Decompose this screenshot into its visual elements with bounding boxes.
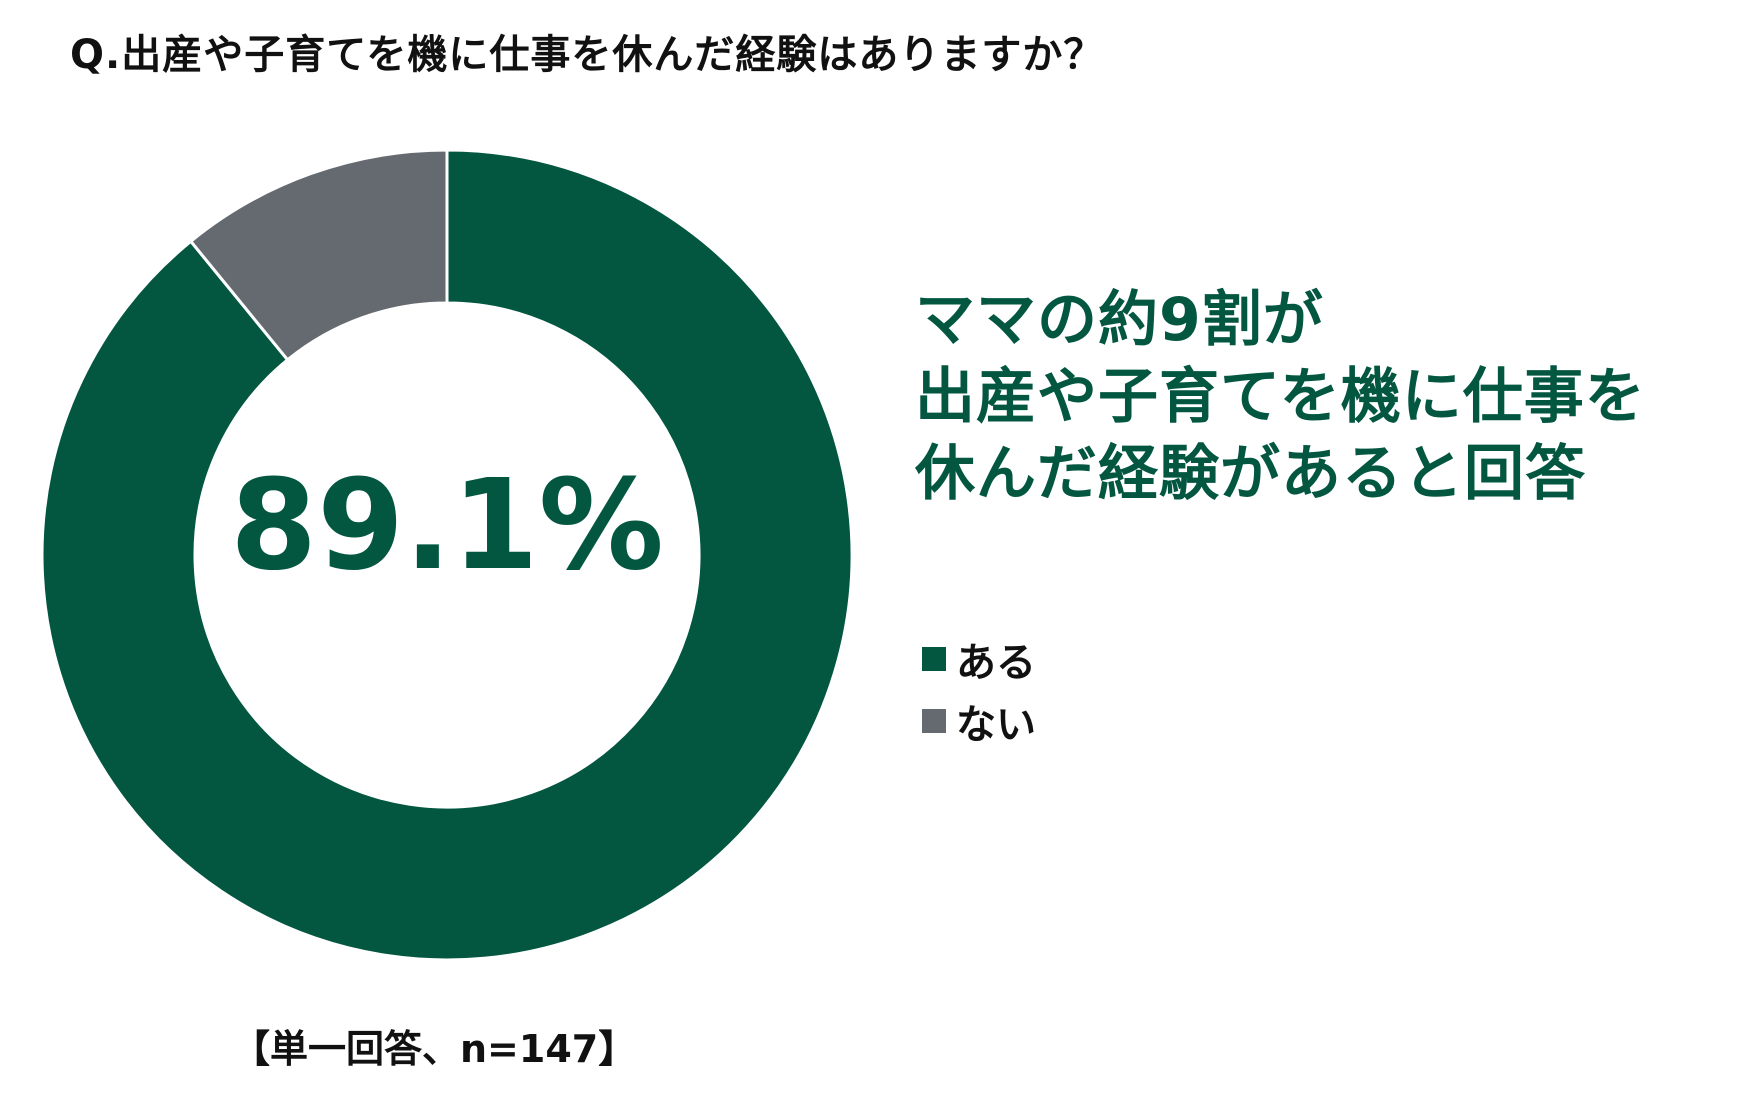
- headline: ママの約9割が 出産や子育てを機に仕事を 休んだ経験があると回答: [915, 282, 1745, 513]
- legend-item-aru: ある: [922, 628, 1036, 690]
- headline-line-3: 休んだ経験があると回答: [915, 439, 1586, 509]
- donut-center-label: 89.1%: [230, 453, 664, 598]
- headline-line-1: ママの約9割が: [915, 285, 1324, 355]
- footnote: 【単一回答、n=147】: [232, 1027, 637, 1071]
- legend-item-nai: ない: [922, 690, 1036, 752]
- legend-label-aru: ある: [956, 640, 1036, 686]
- legend-swatch-aru: [922, 647, 946, 671]
- legend-label-nai: ない: [956, 702, 1036, 748]
- question-title: Q.出産や子育てを機に仕事を休んだ経験はありますか？: [70, 32, 1105, 78]
- donut-slice-aru: [40, 148, 854, 962]
- legend: ある ない: [922, 628, 1036, 752]
- donut-chart: 89.1%: [40, 148, 854, 962]
- headline-line-2: 出産や子育てを機に仕事を: [915, 362, 1646, 432]
- legend-swatch-nai: [922, 709, 946, 733]
- donut-slices: [40, 148, 854, 962]
- donut-slice-nai: [188, 148, 449, 362]
